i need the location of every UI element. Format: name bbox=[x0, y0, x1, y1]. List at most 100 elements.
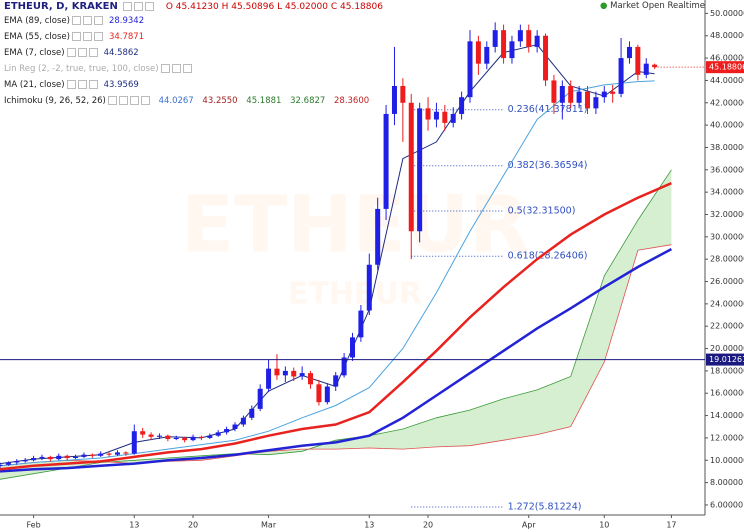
candle-body bbox=[585, 91, 590, 109]
candle-body bbox=[131, 431, 137, 454]
ohlc-value: 45.50896 bbox=[231, 2, 275, 12]
candle-body bbox=[509, 41, 515, 59]
x-tick-label: 13 bbox=[129, 521, 139, 530]
fib-label: 0.5(32.31500) bbox=[508, 205, 576, 216]
chart-title: ETHEUR, D, KRAKEN bbox=[4, 1, 118, 12]
candle-body bbox=[56, 455, 62, 460]
candle-body bbox=[559, 86, 565, 103]
y-tick-label: 20.00000 bbox=[710, 344, 744, 353]
candle-body bbox=[601, 91, 607, 98]
x-tick-label: 13 bbox=[364, 521, 374, 530]
candle-body bbox=[282, 370, 288, 376]
fib-label: 0.236(41.37811) bbox=[508, 104, 588, 115]
candle-body bbox=[224, 428, 230, 433]
candle-body bbox=[534, 35, 540, 47]
legend-row: EMA (89, close) 28.9342 bbox=[4, 16, 144, 27]
header: ETHEUR, D, KRAKEN O 45.41230 H 45.50896 … bbox=[4, 1, 383, 13]
candle-body bbox=[274, 368, 280, 376]
candle-body bbox=[450, 113, 456, 123]
y-tick-label: 42.00000 bbox=[710, 98, 744, 107]
candle-body bbox=[316, 384, 322, 403]
indicator-line bbox=[0, 182, 672, 471]
y-tick-label: 38.00000 bbox=[710, 143, 744, 152]
x-tick-label: Mar bbox=[261, 521, 277, 530]
legend-value: 32.6827 bbox=[290, 96, 326, 106]
y-tick-label: 50.00000 bbox=[710, 9, 744, 18]
candle-body bbox=[14, 461, 20, 463]
legend-row: Lin Reg (2, -2, true, true, 100, close) bbox=[4, 64, 192, 75]
legend-name: EMA (55, close) bbox=[4, 32, 70, 42]
watermark: ETHEUR bbox=[288, 277, 422, 312]
x-tick-label: Feb bbox=[26, 521, 40, 530]
candle-body bbox=[73, 456, 79, 459]
candle-body bbox=[366, 264, 372, 311]
candle-body bbox=[417, 108, 423, 232]
candle-body bbox=[333, 375, 339, 387]
y-tick-label: 36.00000 bbox=[710, 165, 744, 174]
candle-body bbox=[291, 370, 297, 377]
candle-body bbox=[165, 435, 171, 440]
y-tick-label: 34.00000 bbox=[710, 188, 744, 197]
legend-row: EMA (55, close) 34.7871 bbox=[4, 32, 144, 43]
candle-body bbox=[5, 462, 11, 465]
ohlc-value: 45.02000 bbox=[285, 2, 328, 12]
candle-body bbox=[89, 454, 95, 456]
candle-body bbox=[232, 424, 238, 429]
y-tick-label: 14.00000 bbox=[710, 411, 744, 420]
x-tick-label: 20 bbox=[188, 521, 198, 530]
candle-body bbox=[22, 460, 28, 462]
legend-value: 28.9342 bbox=[108, 16, 145, 26]
candle-body bbox=[240, 417, 246, 425]
y-tick-label: 40.00000 bbox=[710, 121, 744, 130]
price-tag-label: 19.01261 bbox=[709, 355, 744, 364]
market-status: ● Market Open Realtime bbox=[600, 1, 705, 11]
legend-name: EMA (89, close) bbox=[4, 16, 70, 26]
candle-body bbox=[324, 386, 330, 403]
candle-body bbox=[64, 455, 70, 459]
legend-name: Lin Reg (2, -2, true, true, 100, close) bbox=[4, 64, 159, 74]
ohlc-value: 45.18806 bbox=[340, 2, 383, 12]
candle-body bbox=[308, 373, 314, 385]
y-tick-label: 30.00000 bbox=[710, 232, 744, 241]
candle-body bbox=[173, 437, 179, 440]
y-tick-label: 48.00000 bbox=[710, 31, 744, 40]
candle-body bbox=[81, 454, 87, 457]
candle-body bbox=[425, 108, 431, 120]
y-tick-label: 32.00000 bbox=[710, 210, 744, 219]
fib-label: 0.382(36.36594) bbox=[508, 160, 588, 171]
price-tag bbox=[706, 61, 744, 74]
candle-body bbox=[467, 41, 473, 98]
candle-body bbox=[626, 46, 632, 59]
candle-body bbox=[408, 102, 414, 232]
legend-value: 34.7871 bbox=[108, 32, 145, 42]
candle-body bbox=[501, 30, 507, 59]
candle-body bbox=[115, 452, 120, 455]
candle-body bbox=[31, 458, 37, 461]
x-tick-label: Apr bbox=[522, 521, 537, 530]
candle-body bbox=[39, 456, 45, 459]
y-tick-label: 22.00000 bbox=[710, 322, 744, 331]
status: Market Open bbox=[610, 1, 665, 11]
price-tag-label: 45.18806 bbox=[709, 63, 744, 72]
candle-body bbox=[475, 41, 481, 64]
candle-body bbox=[526, 30, 532, 47]
candle-body bbox=[610, 91, 616, 94]
y-tick-label: 10.00000 bbox=[710, 456, 744, 465]
candle-body bbox=[492, 30, 498, 47]
candle-body bbox=[350, 337, 355, 358]
candle-body bbox=[383, 113, 389, 209]
candle-body bbox=[635, 46, 641, 75]
ohlc-key: H bbox=[221, 2, 229, 12]
legend-value: 43.2550 bbox=[202, 96, 238, 106]
indicator-line bbox=[0, 80, 655, 467]
y-tick-label: 28.00000 bbox=[710, 255, 744, 264]
ohlc-key: C bbox=[330, 2, 338, 12]
candle-body bbox=[215, 432, 221, 436]
candle-body bbox=[299, 373, 305, 377]
candle-body bbox=[257, 388, 263, 409]
y-tick-label: 46.00000 bbox=[710, 54, 744, 63]
ohlc-value: 45.41230 bbox=[175, 2, 219, 12]
candle-body bbox=[190, 436, 196, 441]
legend-row: Ichimoku (9, 26, 52, 26) 44.0267 43.2550… bbox=[4, 96, 369, 107]
